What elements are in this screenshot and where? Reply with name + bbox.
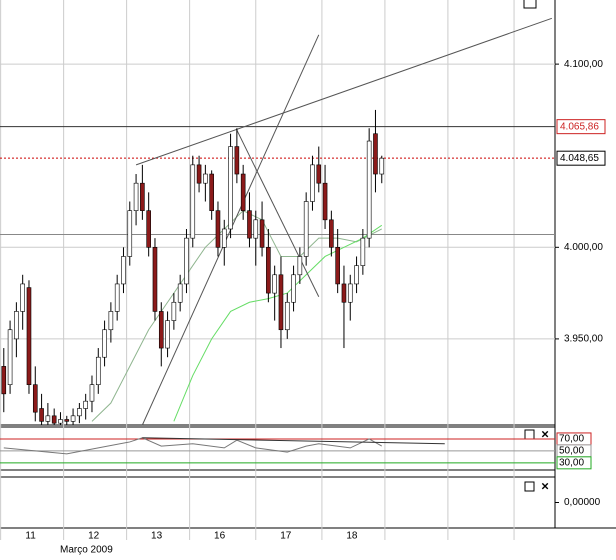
- candle-body: [278, 274, 284, 331]
- candle-body: [354, 265, 359, 285]
- rsi-line: [3, 437, 383, 455]
- candle-body: [114, 283, 120, 312]
- y-tick-label: 3.950,00: [564, 334, 603, 345]
- candle-body: [366, 140, 372, 239]
- candle-body: [266, 247, 271, 294]
- rsi-level-label: 50,00: [559, 446, 584, 457]
- x-tick-label: 12: [88, 531, 100, 542]
- close-icon[interactable]: ×: [541, 478, 549, 493]
- candle-body: [102, 329, 107, 358]
- candle-body: [196, 164, 202, 184]
- candle-body: [58, 419, 63, 424]
- candle-body: [322, 182, 328, 221]
- y-tick-label: 4.000,00: [564, 242, 603, 253]
- level-label-box: [556, 119, 606, 135]
- candle-body: [108, 311, 114, 331]
- candle-body: [329, 219, 334, 248]
- candle-body: [203, 173, 208, 184]
- candle-body: [45, 415, 51, 422]
- candle-body: [140, 182, 145, 211]
- candle-body: [133, 182, 139, 211]
- candle-body: [20, 283, 25, 312]
- y-tick-label: 0,00000: [564, 497, 601, 508]
- candle-body: [209, 173, 214, 211]
- panel-button[interactable]: [524, 429, 535, 440]
- candle-body: [70, 415, 76, 422]
- y-tick-label: 4.100,00: [564, 59, 603, 70]
- rsi-level-label: 70,00: [559, 434, 584, 445]
- x-tick-label: 18: [346, 531, 358, 542]
- candle-body: [221, 228, 227, 248]
- candle-body: [83, 400, 88, 409]
- candle-body: [146, 210, 151, 248]
- candle-body: [7, 329, 13, 385]
- candle-body: [259, 219, 265, 248]
- candle-body: [32, 384, 38, 413]
- level-label: 4.048,65: [560, 153, 599, 164]
- x-tick-label: 16: [214, 531, 226, 542]
- panel-button[interactable]: [524, 481, 535, 492]
- candle-body: [127, 210, 133, 257]
- candle-body: [165, 320, 170, 349]
- candle-body: [253, 219, 259, 239]
- level-label-box: [556, 150, 606, 166]
- candle-body: [316, 164, 322, 184]
- candle-body: [190, 164, 196, 239]
- x-tick-label: 11: [25, 531, 36, 542]
- candle-body: [291, 274, 296, 303]
- candle-body: [171, 301, 177, 321]
- candle-body: [39, 408, 44, 422]
- trendline: [236, 129, 320, 297]
- rsi-level-label: 30,00: [559, 457, 584, 468]
- candle-body: [272, 274, 277, 294]
- candle-body: [247, 210, 252, 239]
- candle-body: [284, 301, 290, 331]
- candle-body: [158, 311, 164, 349]
- candle-body: [14, 311, 19, 340]
- x-tick-label: 13: [151, 531, 163, 542]
- candle-body: [379, 157, 385, 175]
- candle-body: [297, 256, 303, 276]
- candle-body: [121, 256, 126, 285]
- candle-body: [1, 366, 7, 395]
- candle-body: [95, 356, 101, 385]
- candle-body: [240, 173, 246, 211]
- candle-body: [184, 237, 189, 285]
- rsi-label-box: [556, 456, 592, 470]
- x-caption: Março 2009: [60, 545, 113, 556]
- moving-average: [91, 210, 382, 422]
- candle-body: [228, 146, 233, 230]
- candle-body: [310, 164, 315, 202]
- candle-body: [341, 283, 347, 303]
- x-tick-label: 17: [280, 531, 292, 542]
- candle-body: [303, 201, 309, 257]
- candle-body: [177, 283, 183, 303]
- candle-body: [152, 247, 158, 312]
- panel-button[interactable]: [523, 0, 537, 9]
- candle-body: [347, 283, 353, 303]
- candle-body: [335, 247, 340, 285]
- candle-body: [89, 384, 95, 402]
- close-icon[interactable]: ×: [541, 426, 549, 441]
- candle-body: [215, 210, 221, 248]
- candle-body: [360, 237, 366, 266]
- candle-body: [234, 146, 240, 175]
- candle-body: [373, 133, 378, 175]
- level-label: 4.065,86: [560, 121, 599, 132]
- trendline: [135, 17, 553, 166]
- candle-body: [64, 419, 70, 422]
- moving-average: [173, 224, 383, 422]
- candle-body: [51, 415, 57, 424]
- candle-body: [77, 408, 82, 417]
- candle-body: [26, 287, 32, 385]
- rsi-trendline: [142, 437, 445, 445]
